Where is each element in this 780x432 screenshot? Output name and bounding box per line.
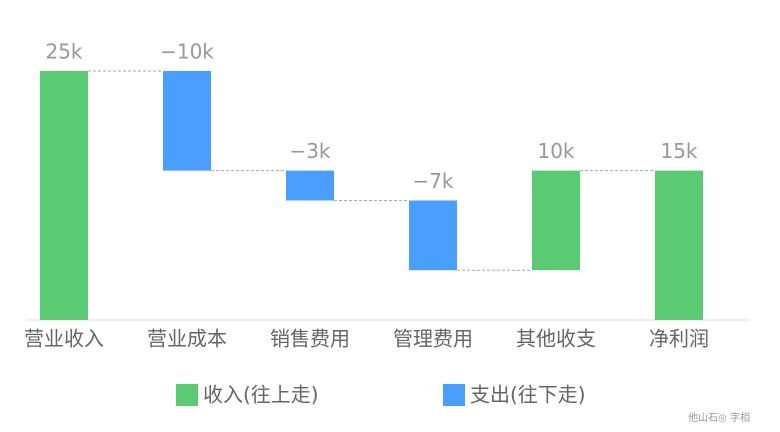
bar — [40, 71, 88, 320]
x-tick-label: 其他收支 — [516, 327, 596, 351]
legend-label: 收入(往上走) — [203, 383, 319, 407]
value-label: 10k — [537, 139, 574, 163]
bar — [163, 71, 211, 171]
bar — [532, 170, 580, 271]
legend-swatch — [443, 384, 465, 406]
x-tick-label: 净利润 — [649, 327, 709, 351]
bar — [286, 170, 334, 201]
legend-label: 支出(往下走) — [470, 383, 586, 407]
value-label: 15k — [660, 139, 697, 163]
legend-swatch — [176, 384, 198, 406]
bar — [655, 170, 703, 320]
watermark: 他山石◎ 字相 — [688, 411, 750, 424]
bar — [409, 200, 457, 271]
value-label: −10k — [160, 40, 214, 64]
value-label: −7k — [412, 169, 453, 193]
value-label: 25k — [45, 40, 82, 64]
x-tick-label: 销售费用 — [270, 327, 350, 351]
x-tick-label: 营业收入 — [24, 327, 104, 351]
value-label: −3k — [289, 139, 330, 163]
x-tick-label: 管理费用 — [393, 327, 473, 351]
x-tick-label: 营业成本 — [147, 327, 227, 351]
